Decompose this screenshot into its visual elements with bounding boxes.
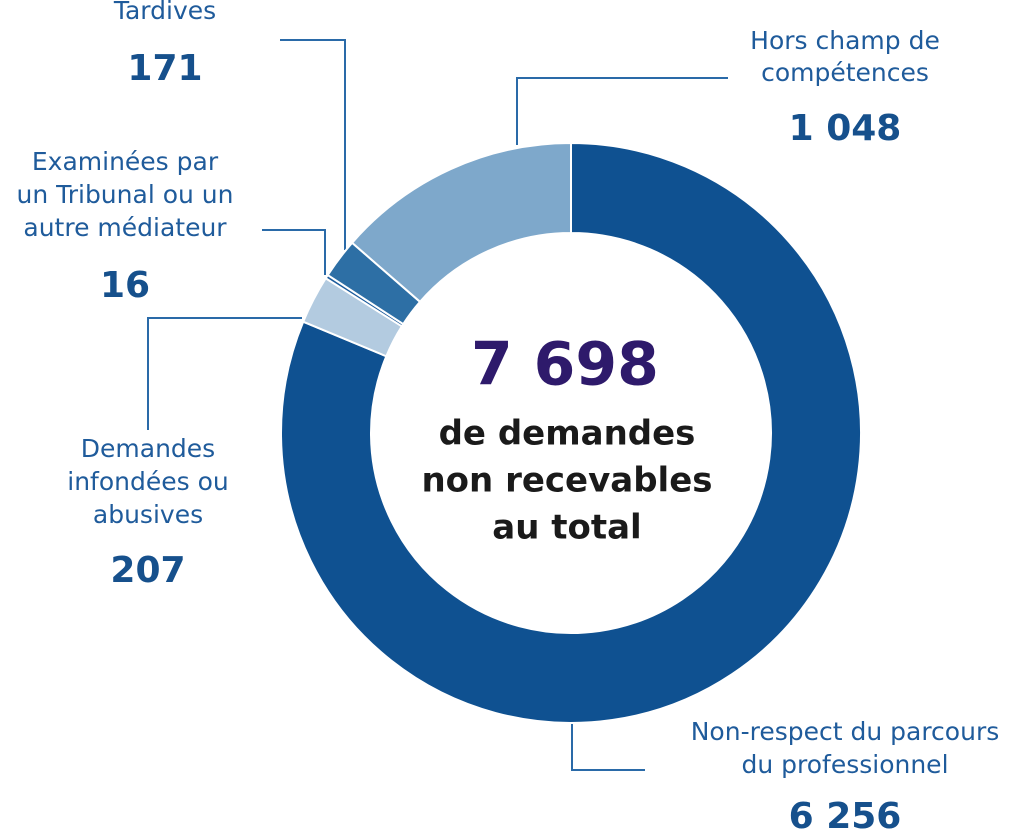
total-value: 7 698 — [471, 330, 659, 400]
center-text: au total — [492, 508, 641, 548]
donut-slice — [280, 141, 862, 724]
leader-line — [262, 229, 326, 275]
leader-line — [280, 39, 346, 250]
slice-label: Hors champ de compétences — [750, 26, 940, 87]
slice-label: Tardives — [113, 0, 216, 25]
slice-label: Demandes infondées ou abusives — [67, 434, 228, 529]
slice-value: 6 256 — [789, 796, 902, 836]
leader-line — [571, 724, 645, 771]
slice-value: 207 — [110, 550, 185, 591]
slice-value: 1 048 — [789, 108, 902, 149]
leader-line — [516, 77, 728, 145]
donut-slice — [350, 141, 572, 304]
slice-label: Non-respect du parcours du professionnel — [691, 717, 1000, 779]
donut — [280, 141, 862, 724]
slice-label: Examinées par un Tribunal ou un autre médi… — [16, 147, 233, 242]
center-text: non recevables — [421, 461, 712, 501]
center-text: de demandes — [439, 414, 696, 454]
slice-value: 16 — [100, 265, 150, 306]
slice-value: 171 — [127, 48, 202, 89]
leader-line — [147, 317, 302, 430]
